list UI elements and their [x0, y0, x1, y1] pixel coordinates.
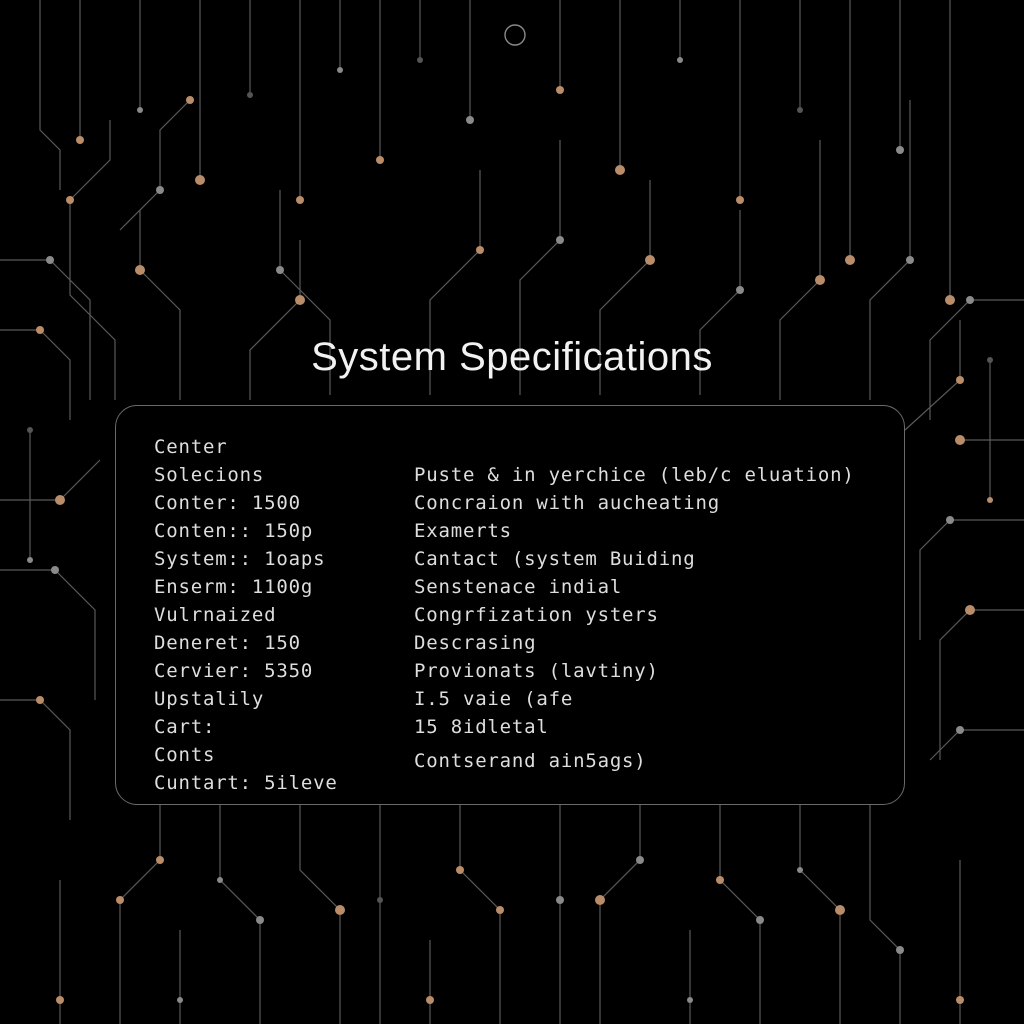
spec-row: Puste & in yerchice (leb/c eluation)	[414, 464, 855, 486]
spec-row: I.5 vaie (afe	[414, 688, 855, 710]
spec-row: 15 8idletal	[414, 716, 855, 738]
spec-row: Senstenace indial	[414, 576, 855, 598]
spec-row: Examerts	[414, 520, 855, 542]
spec-row: Cervier: 5350	[154, 660, 364, 682]
spec-row: Upstalily	[154, 688, 364, 710]
spec-row: Vulrnaized	[154, 604, 364, 626]
spec-row: Provionats (lavtiny)	[414, 660, 855, 682]
spec-row: Cantact (system Buiding	[414, 548, 855, 570]
spec-row: Center	[154, 436, 364, 458]
spec-row: Cart:	[154, 716, 364, 738]
spec-row: Congrfization ysters	[414, 604, 855, 626]
panel-title: System Specifications	[0, 335, 1024, 380]
spec-columns: Center Solecions Conter: 1500 Conten:: 1…	[154, 436, 866, 794]
spec-row: Solecions	[154, 464, 364, 486]
spec-row: Conter: 1500	[154, 492, 364, 514]
spec-col-2: Puste & in yerchice (leb/c eluation) Con…	[414, 436, 855, 794]
spec-row: Cuntart: 5ileve	[154, 772, 364, 794]
stage: System Specifications Center Solecions C…	[0, 0, 1024, 1024]
spec-row: Concraion with aucheating	[414, 492, 855, 514]
spec-row: Conts	[154, 744, 364, 766]
spec-col-1: Center Solecions Conter: 1500 Conten:: 1…	[154, 436, 364, 794]
spec-row: Enserm: 1100g	[154, 576, 364, 598]
spec-row: Contserand ain5ags)	[414, 750, 855, 772]
spec-row: Deneret: 150	[154, 632, 364, 654]
spec-row: System:: 1oaps	[154, 548, 364, 570]
spec-row: Descrasing	[414, 632, 855, 654]
spec-row: Conten:: 150p	[154, 520, 364, 542]
spec-panel: Center Solecions Conter: 1500 Conten:: 1…	[115, 405, 905, 805]
